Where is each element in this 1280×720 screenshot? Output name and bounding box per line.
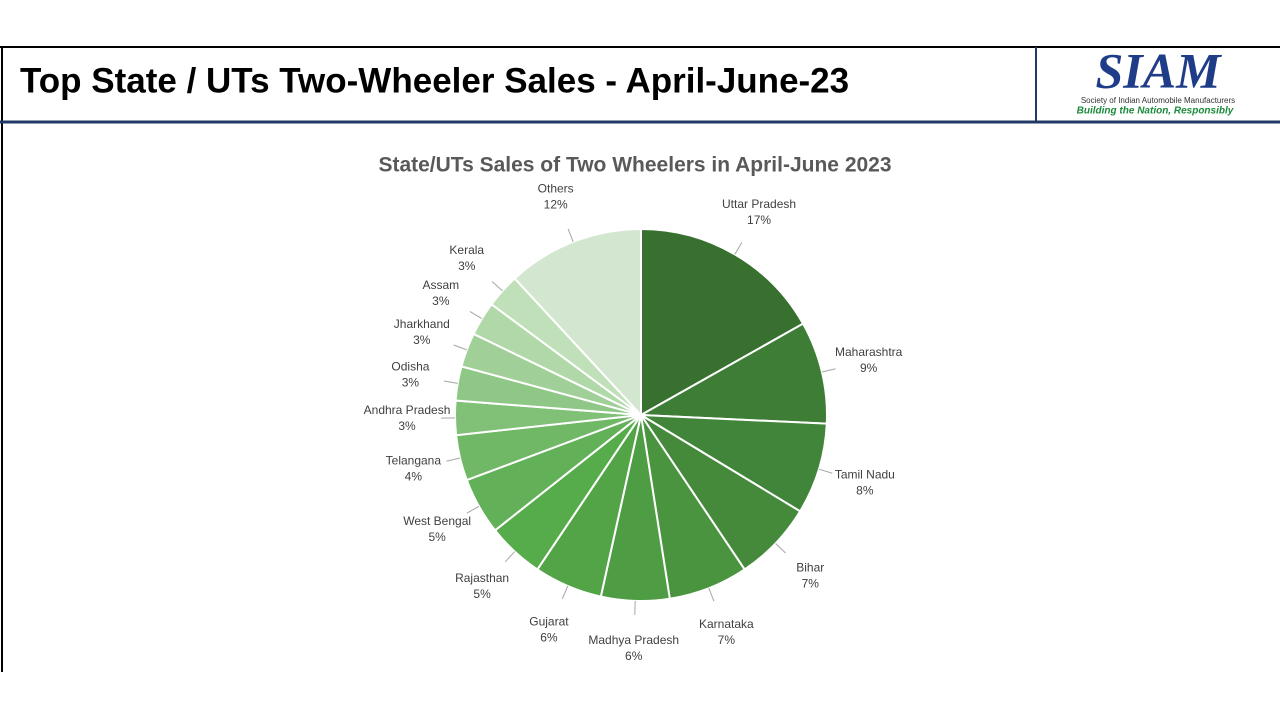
- slide-title: Top State / UTs Two-Wheeler Sales - Apri…: [20, 61, 849, 100]
- slice-value-label: 8%: [856, 483, 874, 497]
- slice-label: Others: [538, 181, 574, 195]
- slice-value-label: 17%: [747, 213, 771, 227]
- slice-value-label: 4%: [405, 469, 423, 483]
- slice-value-label: 12%: [544, 197, 568, 211]
- leader-line: [561, 585, 569, 600]
- slice-value-label: 5%: [473, 587, 491, 601]
- logo-subtitle: Society of Indian Automobile Manufacture…: [1081, 96, 1235, 105]
- slice-label: Jharkhand: [394, 317, 450, 331]
- leader-line: [491, 281, 503, 292]
- slice-label: Tamil Nadu: [835, 467, 895, 481]
- slice-value-label: 6%: [625, 649, 643, 663]
- slice-label: Andhra Pradesh: [364, 403, 451, 417]
- slice-label: West Bengal: [403, 514, 471, 528]
- leader-line: [775, 543, 787, 554]
- slice-label: Gujarat: [529, 614, 569, 628]
- slice-value-label: 7%: [718, 633, 736, 647]
- leader-line: [567, 228, 574, 242]
- leader-line: [504, 551, 516, 563]
- slice-value-label: 9%: [860, 361, 878, 375]
- leader-line: [469, 311, 483, 320]
- leader-line: [708, 588, 715, 602]
- slice-value-label: 6%: [540, 630, 558, 644]
- leader-line: [821, 368, 836, 373]
- leader-line: [446, 457, 461, 462]
- slice-label: Rajasthan: [455, 571, 509, 585]
- slice-label: Bihar: [796, 561, 824, 575]
- slice-value-label: 3%: [402, 375, 420, 389]
- tagline: Building the Nation, Responsibly: [1077, 106, 1234, 117]
- slice-value-label: 3%: [413, 333, 431, 347]
- leader-line: [734, 242, 743, 255]
- slice-value-label: 5%: [428, 530, 446, 544]
- leader-line: [466, 505, 480, 514]
- slice-value-label: 3%: [432, 294, 450, 308]
- slice-value-label: 7%: [802, 577, 820, 591]
- slice-label: Telangana: [386, 453, 442, 467]
- slice-label: Karnataka: [699, 617, 754, 631]
- slice-label: Uttar Pradesh: [722, 197, 796, 211]
- leader-line: [443, 380, 458, 384]
- logo: SIAM: [1095, 42, 1222, 98]
- slice-label: Madhya Pradesh: [588, 633, 679, 647]
- leader-line: [818, 468, 833, 474]
- leader-line: [453, 344, 467, 351]
- slice-value-label: 3%: [398, 419, 416, 433]
- slice-label: Kerala: [449, 243, 484, 257]
- pie-slice: [640, 227, 805, 417]
- slice-label: Odisha: [391, 359, 429, 373]
- chart-title: State/UTs Sales of Two Wheelers in April…: [378, 154, 891, 177]
- pie-slice: [640, 414, 828, 513]
- slice-value-label: 3%: [458, 259, 476, 273]
- pie: Uttar Pradesh 17% Maharashtra 9% Tamil Nadu 8…: [364, 181, 903, 663]
- slice-label: Assam: [422, 278, 459, 292]
- pie-slice: [513, 227, 642, 418]
- slice-label: Maharashtra: [835, 345, 903, 359]
